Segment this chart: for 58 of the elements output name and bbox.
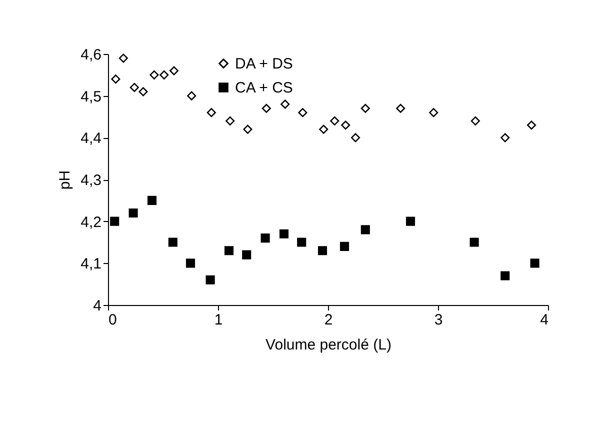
x-tick-label: 1 [214,312,223,328]
point [262,104,271,113]
x-tick-label: 2 [324,312,333,328]
point [150,70,159,80]
point [279,229,289,238]
point [186,258,196,268]
point [470,116,480,126]
point [319,124,328,134]
point [147,196,157,205]
point [350,133,360,142]
y-tick-label: 4,4 [80,130,102,148]
y-tick-label: 4,3 [80,172,102,189]
point [500,133,510,142]
y-axis-title: pH [56,170,74,190]
point [138,87,148,96]
point [280,100,290,109]
point [470,238,479,247]
point [187,91,196,100]
point [500,271,510,280]
point [110,216,120,226]
point [224,246,234,256]
point [242,250,252,260]
point [360,225,370,234]
point [168,238,178,247]
point [318,246,328,256]
y-tick-label: 4,2 [80,214,102,231]
y-tick-label: 4 [93,298,102,314]
point [341,120,350,130]
legend-label: DA + DS [235,56,293,72]
point [406,216,416,226]
point [206,108,216,118]
x-tick-label: 4 [540,312,548,328]
legend-label: CA + CS [235,80,293,96]
point [298,108,308,118]
point [206,275,215,284]
point [360,104,370,113]
point [130,82,139,92]
point [396,104,406,113]
point [330,116,340,126]
point [160,70,169,80]
y-tick-label: 4,1 [80,256,102,273]
point [169,66,179,76]
y-tick-label: 4,5 [80,88,102,106]
point [243,124,252,134]
point [429,108,438,118]
point [128,208,138,218]
x-tick-label: 0 [108,312,117,328]
y-tick-label: 4,6 [80,46,102,64]
point [297,238,306,247]
point [111,74,120,84]
x-axis-title: Volume percolé (L) [266,336,392,354]
point [260,234,270,243]
x-tick-label: 3 [434,312,443,328]
point [226,116,235,126]
point [530,258,540,268]
point [526,120,536,130]
point [340,242,350,251]
point [118,54,128,63]
